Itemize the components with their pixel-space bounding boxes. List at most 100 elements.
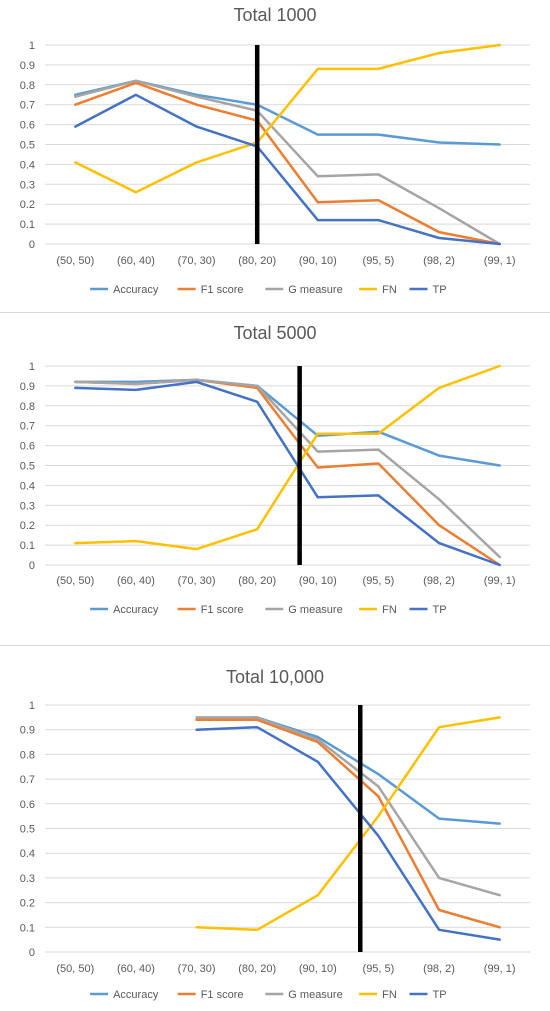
y-tick-label: 0.1 bbox=[20, 219, 35, 231]
x-tick-label: (99, 1) bbox=[484, 575, 516, 587]
data-point-fn bbox=[377, 67, 380, 70]
legend-label-accuracy: Accuracy bbox=[113, 604, 159, 616]
y-tick-label: 1 bbox=[29, 700, 35, 712]
x-tick-label: (98, 2) bbox=[423, 963, 455, 975]
data-point-g-measure bbox=[74, 380, 77, 383]
data-point-f1-score bbox=[377, 199, 380, 202]
legend-label-g-measure: G measure bbox=[288, 604, 342, 616]
legend-label-g-measure: G measure bbox=[288, 989, 342, 1001]
data-point-accuracy bbox=[498, 464, 501, 467]
x-tick-label: (90, 10) bbox=[299, 575, 337, 587]
legend-label-tp: TP bbox=[433, 284, 447, 296]
data-point-f1-score bbox=[195, 718, 198, 721]
data-point-fn bbox=[438, 386, 441, 389]
chart-title: Total 10,000 bbox=[226, 667, 324, 687]
series-line-tp bbox=[74, 380, 501, 567]
data-point-tp bbox=[134, 388, 137, 391]
data-point-accuracy bbox=[438, 817, 441, 820]
data-point-tp bbox=[498, 938, 501, 941]
y-tick-label: 0.1 bbox=[20, 540, 35, 552]
data-point-g-measure bbox=[498, 556, 501, 559]
data-point-g-measure bbox=[316, 450, 319, 453]
chart-total-10000: Total 10,000 0 0.1 0.2 0.3 0.4 0.5 0.6 0.7 0.8 0.9… bbox=[20, 667, 530, 1001]
data-point-f1-score bbox=[316, 466, 319, 469]
series-line-accuracy bbox=[74, 378, 501, 467]
data-point-g-measure bbox=[134, 79, 137, 82]
y-tick-label: 0.6 bbox=[20, 441, 35, 453]
y-tick-label: 0.8 bbox=[20, 749, 35, 761]
data-point-accuracy bbox=[134, 380, 137, 383]
series-line-fn bbox=[195, 716, 501, 932]
data-point-accuracy bbox=[316, 736, 319, 739]
data-point-fn bbox=[195, 926, 198, 929]
data-point-g-measure bbox=[438, 876, 441, 879]
y-tick-label: 0.7 bbox=[20, 774, 35, 786]
legend-label-fn: FN bbox=[382, 604, 397, 616]
legend-label-tp: TP bbox=[433, 989, 447, 1001]
x-tick-label: (95, 5) bbox=[363, 963, 395, 975]
y-tick-label: 0 bbox=[29, 239, 35, 251]
data-point-g-measure bbox=[195, 716, 198, 719]
x-tick-label: (95, 5) bbox=[363, 575, 395, 587]
y-tick-label: 1 bbox=[29, 361, 35, 373]
data-point-f1-score bbox=[498, 926, 501, 929]
y-tick-label: 0.3 bbox=[20, 873, 35, 885]
chart-total-5000: Total 5000 0 0.1 0.2 0.3 0.4 0.5 0.6 0.7 0.8 0.9 1 (… bbox=[20, 323, 530, 616]
data-point-fn bbox=[377, 815, 380, 818]
data-point-tp bbox=[256, 726, 259, 729]
legend-label-f1-score: F1 score bbox=[201, 284, 244, 296]
data-point-f1-score bbox=[134, 81, 137, 84]
series-line-g-measure bbox=[74, 79, 501, 246]
data-point-f1-score bbox=[377, 462, 380, 465]
x-tick-label: (70, 30) bbox=[178, 575, 216, 587]
x-tick-label: (80, 20) bbox=[238, 963, 276, 975]
legend-label-f1-score: F1 score bbox=[201, 604, 244, 616]
data-point-tp bbox=[438, 237, 441, 240]
data-point-tp bbox=[195, 380, 198, 383]
data-point-accuracy bbox=[377, 773, 380, 776]
data-point-f1-score bbox=[438, 231, 441, 234]
data-point-tp bbox=[195, 125, 198, 128]
series-line-f1-score bbox=[195, 718, 501, 929]
y-tick-label: 0 bbox=[29, 947, 35, 959]
data-point-g-measure bbox=[195, 95, 198, 98]
data-point-accuracy bbox=[438, 141, 441, 144]
data-point-tp bbox=[256, 400, 259, 403]
data-point-fn bbox=[134, 191, 137, 194]
data-point-tp bbox=[195, 728, 198, 731]
data-point-fn bbox=[256, 528, 259, 531]
y-tick-label: 0 bbox=[29, 560, 35, 572]
legend-label-fn: FN bbox=[382, 989, 397, 1001]
series-line-f1-score bbox=[74, 81, 501, 246]
chart-total-1000: Total 1000 0 0.1 0.2 0.3 0.4 0.5 0.6 0.7 0.8 0.9 1 (… bbox=[20, 5, 530, 296]
x-tick-label: (95, 5) bbox=[363, 255, 395, 267]
data-point-g-measure bbox=[74, 95, 77, 98]
y-tick-label: 0.5 bbox=[20, 461, 35, 473]
y-tick-label: 0.4 bbox=[20, 848, 35, 860]
data-point-f1-score bbox=[377, 795, 380, 798]
legend-label-accuracy: Accuracy bbox=[113, 989, 159, 1001]
data-point-tp bbox=[316, 496, 319, 499]
data-point-fn bbox=[316, 67, 319, 70]
y-tick-label: 0.2 bbox=[20, 199, 35, 211]
data-point-g-measure bbox=[438, 498, 441, 501]
x-tick-label: (90, 10) bbox=[299, 963, 337, 975]
x-tick-label: (60, 40) bbox=[117, 575, 155, 587]
data-point-tp bbox=[377, 219, 380, 222]
data-point-g-measure bbox=[316, 175, 319, 178]
data-point-f1-score bbox=[256, 718, 259, 721]
series-line-g-measure bbox=[195, 716, 501, 897]
data-point-tp bbox=[438, 928, 441, 931]
y-tick-label: 0.9 bbox=[20, 60, 35, 72]
x-tick-label: (99, 1) bbox=[484, 963, 516, 975]
data-point-tp bbox=[498, 564, 501, 566]
data-point-tp bbox=[498, 243, 501, 245]
data-point-f1-score bbox=[195, 103, 198, 106]
series-line-tp bbox=[74, 93, 501, 246]
x-tick-label: (80, 20) bbox=[238, 255, 276, 267]
data-point-g-measure bbox=[377, 448, 380, 451]
y-tick-label: 0.3 bbox=[20, 500, 35, 512]
data-point-accuracy bbox=[498, 143, 501, 146]
data-point-tp bbox=[74, 125, 77, 128]
data-point-fn bbox=[438, 726, 441, 729]
